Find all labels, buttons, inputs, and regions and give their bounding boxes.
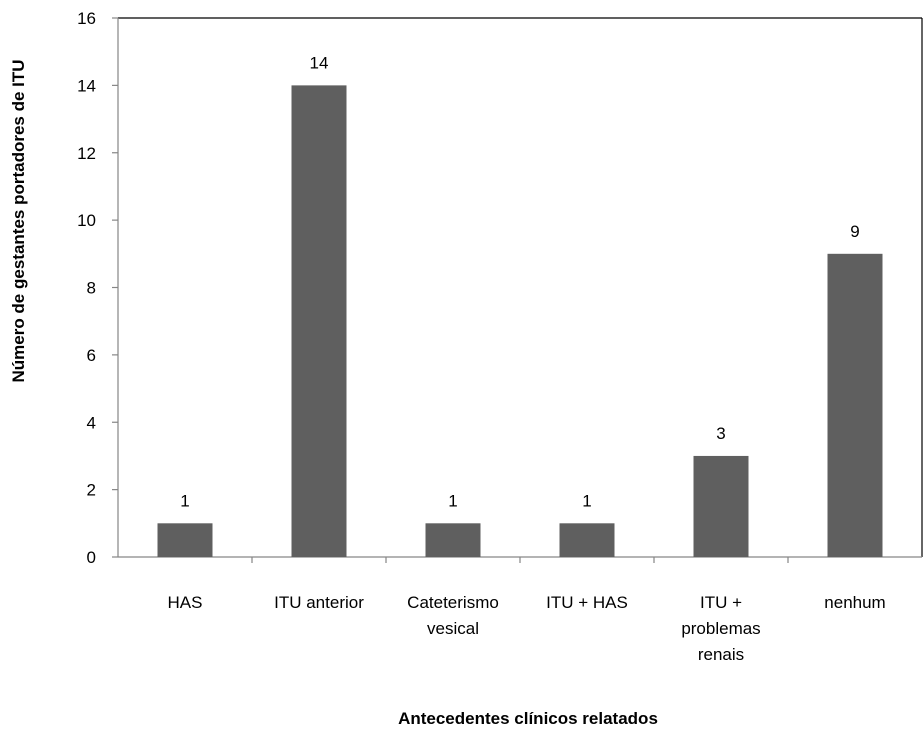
x-category-label-line: Cateterismo — [407, 593, 499, 612]
y-tick-label: 0 — [87, 548, 96, 567]
data-labels: 1 14 1 1 3 9 — [180, 53, 859, 510]
x-category-label: ITU anterior — [274, 593, 364, 612]
x-category-label-line: HAS — [168, 593, 203, 612]
x-category-label-line: ITU + — [700, 593, 742, 612]
y-tick-label: 10 — [77, 211, 96, 230]
y-tick-label: 6 — [87, 346, 96, 365]
y-tick-label: 8 — [87, 279, 96, 298]
bar-data-label: 3 — [716, 424, 725, 443]
x-axis-title: Antecedentes clínicos relatados — [398, 709, 658, 728]
bar-data-label: 1 — [180, 491, 189, 510]
bar — [693, 455, 749, 557]
x-category-label: ITU + HAS — [546, 593, 628, 612]
bar-series — [157, 85, 883, 557]
x-category-label: HAS — [168, 593, 203, 612]
bar-data-label: 14 — [310, 53, 329, 72]
x-category-label-line: ITU anterior — [274, 593, 364, 612]
x-category-label-line: nenhum — [824, 593, 885, 612]
y-tick-label: 4 — [87, 413, 96, 432]
bar — [559, 523, 615, 557]
x-category-label-line: vesical — [427, 619, 479, 638]
x-category-label: ITU + problemas renais — [681, 593, 760, 664]
bar — [157, 523, 213, 557]
x-category-label: nenhum — [824, 593, 885, 612]
y-tick-label: 14 — [77, 76, 96, 95]
y-tick-label: 16 — [77, 9, 96, 28]
bar — [425, 523, 481, 557]
y-tick-label: 2 — [87, 481, 96, 500]
x-category-label-line: problemas — [681, 619, 760, 638]
x-category-label: Cateterismo vesical — [407, 593, 499, 638]
bar-data-label: 9 — [850, 222, 859, 241]
bar-data-label: 1 — [448, 491, 457, 510]
plot-area — [117, 17, 923, 558]
y-axis-title: Número de gestantes portadores de ITU — [9, 59, 28, 382]
x-category-label-line: ITU + HAS — [546, 593, 628, 612]
bar — [291, 85, 347, 557]
bar — [827, 253, 883, 557]
y-tick-label: 12 — [77, 144, 96, 163]
y-axis: 0 2 4 6 8 10 12 14 16 — [77, 9, 118, 567]
bar-data-label: 1 — [582, 491, 591, 510]
x-category-label-line: renais — [698, 645, 744, 664]
x-axis: HAS ITU anterior Cateterismo vesical ITU + H… — [168, 557, 886, 664]
